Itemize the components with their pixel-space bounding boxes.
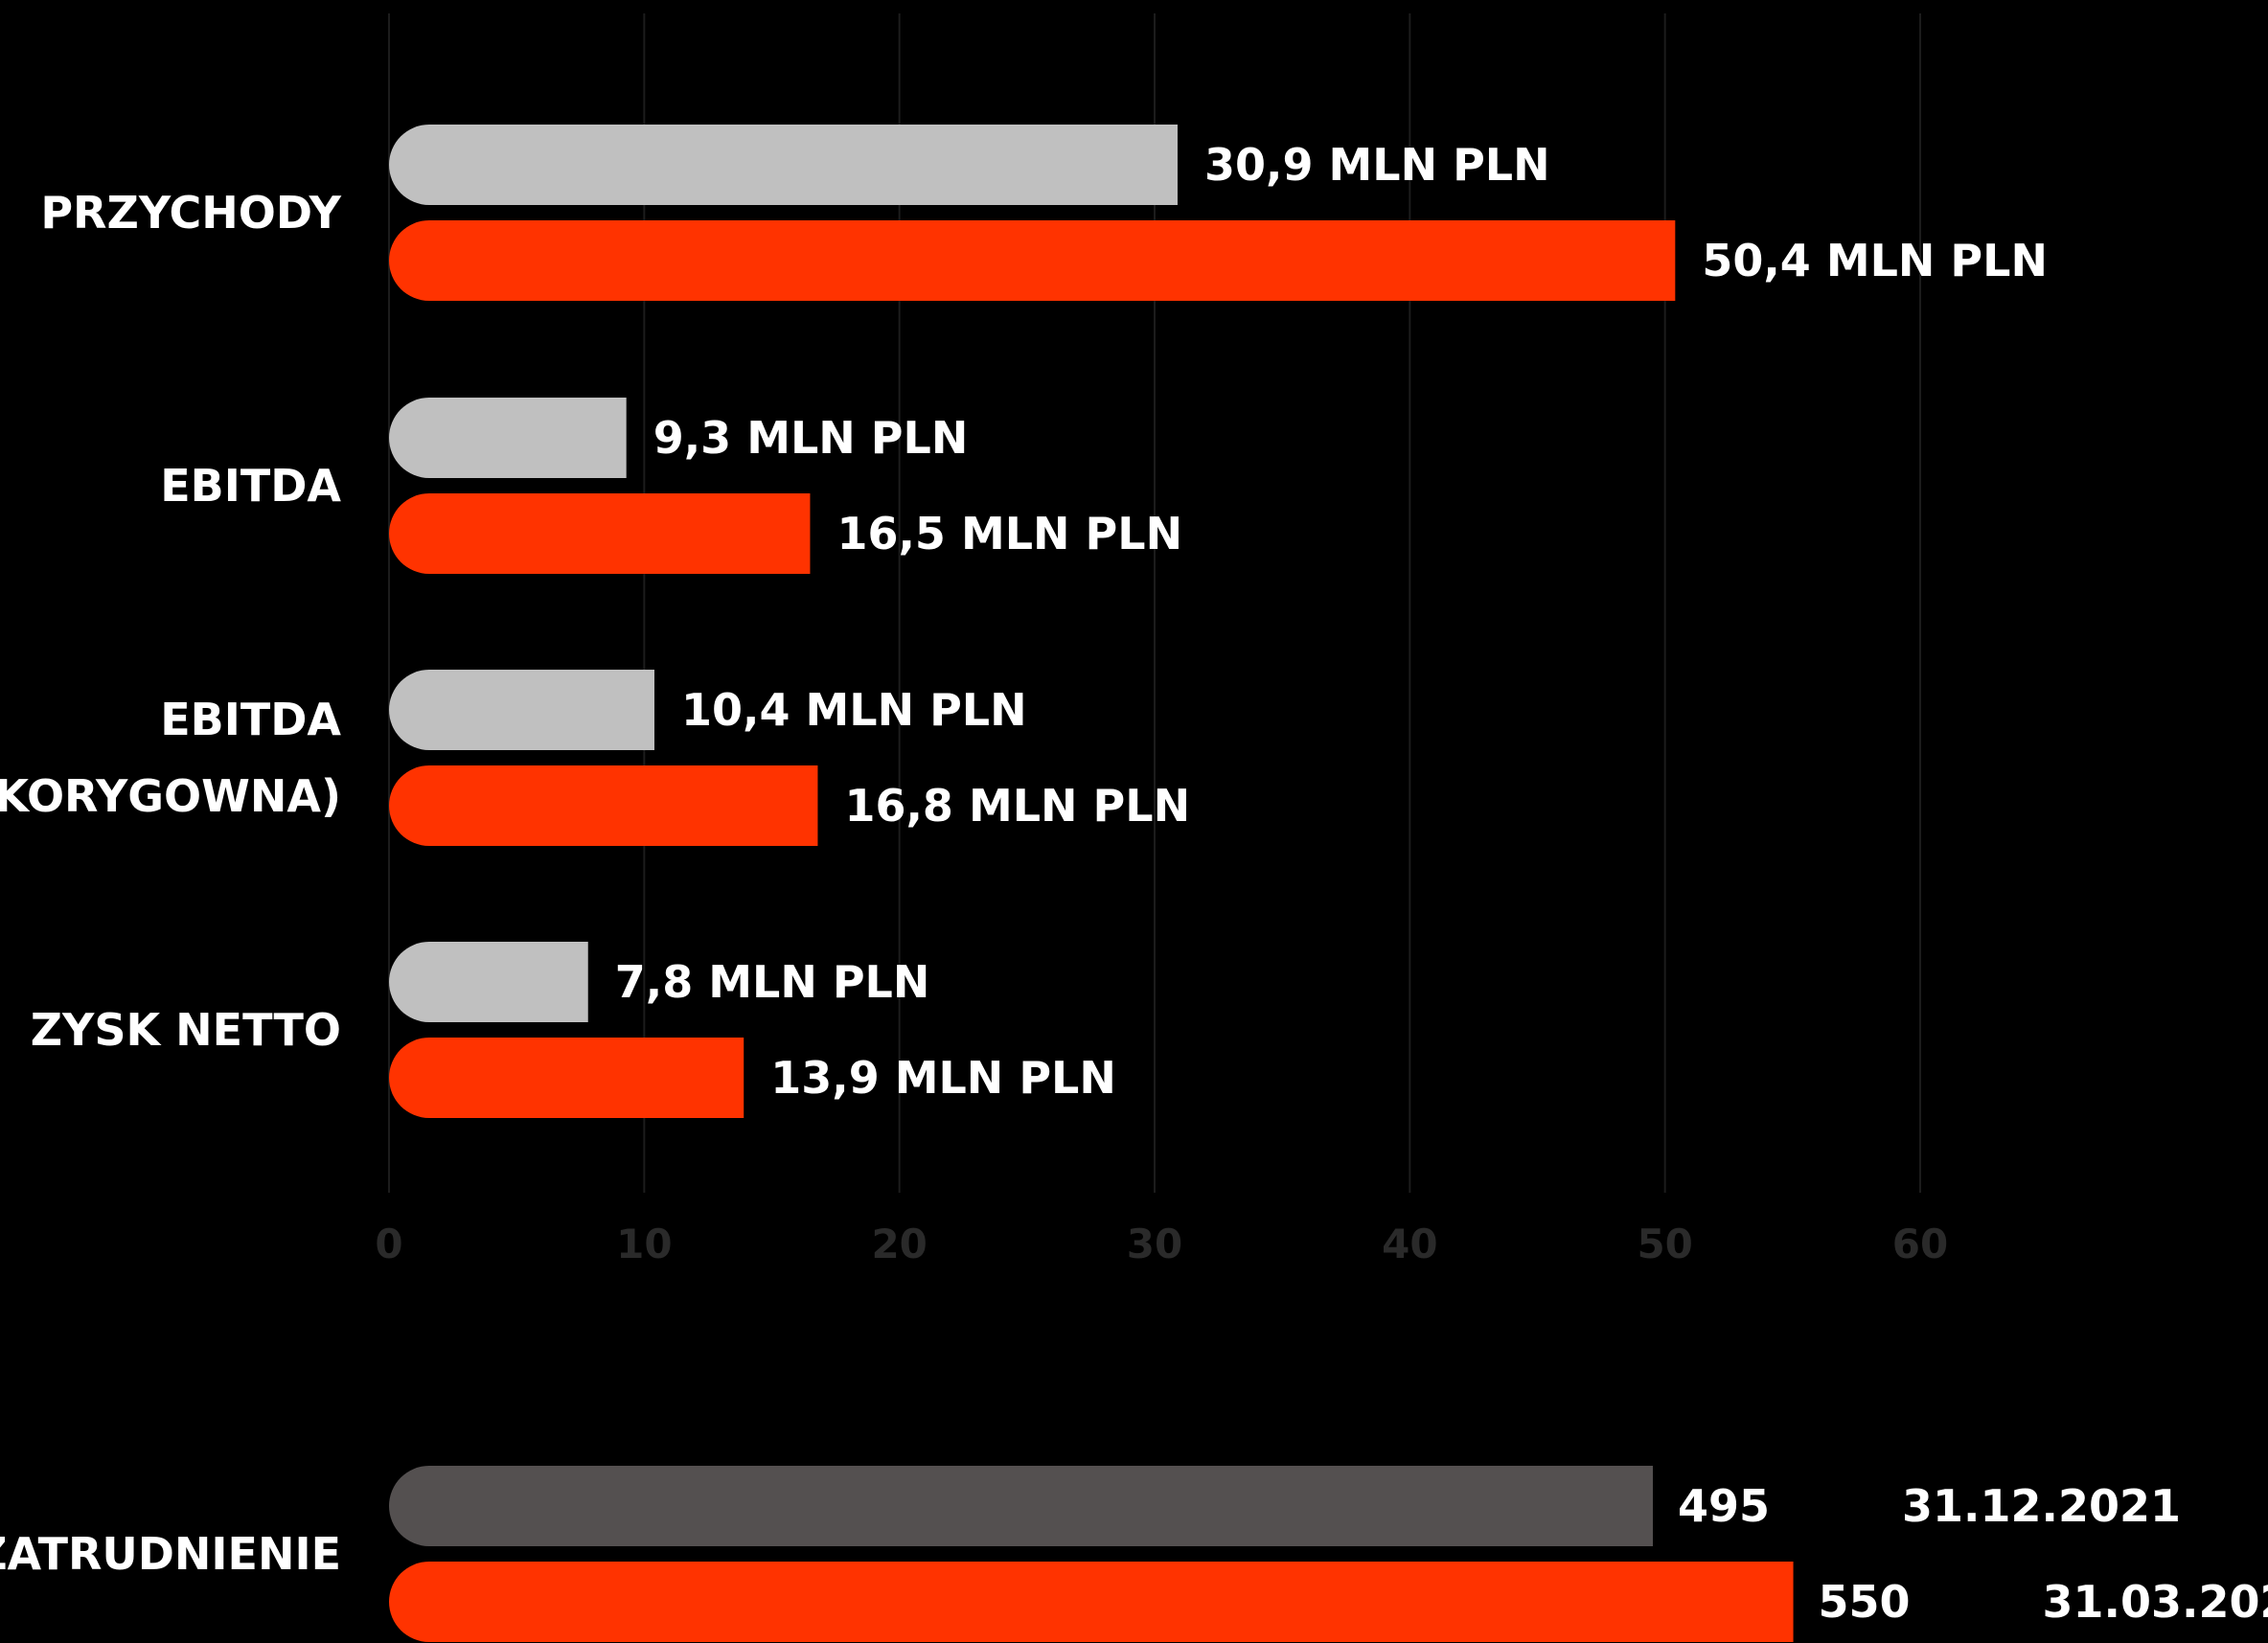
- x-tick-label: 50: [1637, 1221, 1692, 1267]
- category-labels: PRZYCHODY EBITDA EBITDA (SKORYGOWNA) ZYSK NE…: [0, 187, 342, 1056]
- x-tick-label: 60: [1892, 1221, 1948, 1267]
- x-tick-label: 40: [1382, 1221, 1437, 1267]
- bar-value-label: 16,8 MLN PLN: [844, 780, 1190, 832]
- category-label: EBITDA: [160, 460, 341, 512]
- bar: [389, 1562, 1794, 1642]
- bar: [389, 765, 818, 846]
- legend-label: 31.03.2022: [2043, 1576, 2268, 1628]
- bar-value-label: 30,9 MLN PLN: [1204, 139, 1550, 191]
- bar-value-label: 550: [1819, 1576, 1911, 1628]
- value-labels: 30,9 MLN PLN 9,3 MLN PLN 10,4 MLN PLN 7,8 M…: [615, 139, 2048, 1104]
- bar: [389, 125, 1178, 205]
- category-label: EBITDA: [160, 694, 341, 745]
- bar: [389, 1466, 1653, 1546]
- category-label: PRZYCHODY: [40, 187, 341, 239]
- bar: [389, 493, 811, 574]
- bar-value-label: 50,4 MLN PLN: [1702, 235, 2048, 286]
- x-tick-label: 10: [616, 1221, 672, 1267]
- bar: [389, 670, 654, 750]
- bar: [389, 1038, 745, 1118]
- x-tick-label: 0: [375, 1221, 402, 1267]
- employment-chart: ZATRUDNIENIE 495 31.12.2021 550 31.03.2022: [0, 1466, 2268, 1642]
- bar: [389, 942, 588, 1022]
- bar-value-label: 10,4 MLN PLN: [681, 684, 1027, 736]
- bar-value-label: 13,9 MLN PLN: [770, 1052, 1116, 1104]
- bar-value-label: 7,8 MLN PLN: [615, 956, 930, 1008]
- category-label: ZYSK NETTO: [31, 1004, 341, 1056]
- category-label: ZATRUDNIENIE: [0, 1528, 341, 1580]
- bars: [389, 125, 1676, 1118]
- category-label: (SKORYGOWNA): [0, 770, 341, 822]
- bar-value-label: 9,3 MLN PLN: [653, 412, 969, 464]
- legend-label: 31.12.2021: [1902, 1480, 2181, 1532]
- bar: [389, 398, 627, 478]
- x-tick-label: 30: [1127, 1221, 1182, 1267]
- grid-lines: [388, 13, 1921, 1193]
- bar-value-label: 495: [1678, 1480, 1770, 1532]
- bar: [389, 220, 1676, 301]
- bar-value-label: 16,5 MLN PLN: [836, 508, 1182, 559]
- x-tick-label: 20: [871, 1221, 927, 1267]
- x-axis-ticks: 0 10 20 30 40 50 60: [375, 1221, 1948, 1267]
